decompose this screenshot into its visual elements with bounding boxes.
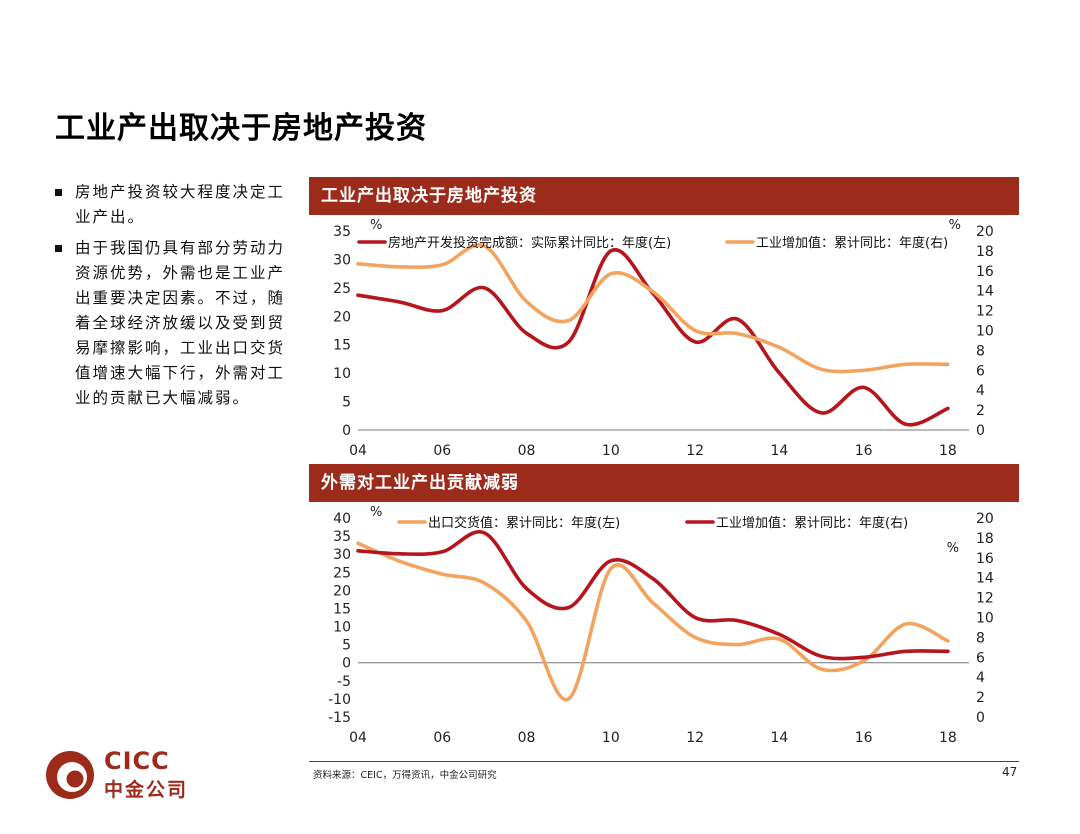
- chart1-header: 工业产出取决于房地产投资: [309, 177, 1019, 215]
- chart1-right-tick-label: 10: [976, 324, 994, 340]
- chart2-right-tick-label: 0: [976, 710, 985, 726]
- chart1-plot: 0 5 10 15 20 25 30 35 0 2 4 6 8 10 12 14 16 18 20% % 04 06 08 1…: [333, 218, 994, 459]
- chart1-right-tick-label: 18: [976, 244, 994, 260]
- chart2-x-tick-label: 04: [349, 730, 367, 746]
- chart2-right-tick-label: 16: [976, 551, 994, 567]
- chart2-header: 外需对工业产出贡献减弱: [309, 464, 1019, 502]
- chart2-left-tick-label: 30: [333, 547, 351, 563]
- chart1-x-tick-label: 06: [433, 443, 451, 459]
- chart1-left-unit: %: [370, 218, 382, 233]
- chart1-right-unit: %: [949, 218, 961, 233]
- chart1-right-tick-label: 2: [976, 403, 985, 419]
- chart2-left-tick-label: 5: [342, 638, 351, 654]
- chart2-x-tick-label: 18: [939, 730, 957, 746]
- chart2-left-tick-label: 40: [333, 511, 351, 527]
- chart2-left-tick-label: 20: [333, 583, 351, 599]
- chart1-right-tick-label: 12: [976, 304, 994, 320]
- chart2-left-tick-label: -15: [328, 710, 351, 726]
- chart2-x-tick-label: 14: [770, 730, 788, 746]
- chart2-right-tick-label: 14: [976, 571, 994, 587]
- bullet-list: 房地产投资较大程度决定工业产出。 由于我国仍具有部分劳动力资源优势，外需也是工业…: [55, 180, 290, 417]
- chart1-x-tick-label: 12: [686, 443, 704, 459]
- page-title: 工业产出取决于房地产投资: [55, 111, 427, 146]
- chart2-right-tick-label: 8: [976, 630, 985, 646]
- chart2-left-tick-label: 35: [333, 529, 351, 545]
- chart2-left-tick-label: 15: [333, 601, 351, 617]
- chart2-right-tick-label: 2: [976, 690, 985, 706]
- chart2-series-line-1: [356, 541, 950, 702]
- chart1-left-tick-label: 35: [333, 224, 351, 240]
- chart2-left-unit: %: [370, 505, 382, 520]
- chart2-x-tick-label: 08: [518, 730, 536, 746]
- bullet-square-icon: [55, 189, 62, 196]
- chart2-x-tick-label: 10: [602, 730, 620, 746]
- chart1-x-tick-label: 10: [602, 443, 620, 459]
- chart1-right-tick-label: 20: [976, 224, 994, 240]
- chart1-right-tick-label: 14: [976, 284, 994, 300]
- chart1-left-tick-label: 10: [333, 366, 351, 382]
- chart1-left-tick-label: 5: [342, 395, 351, 411]
- chart1-x-tick-label: 04: [349, 443, 367, 459]
- page-number: 47: [1002, 765, 1018, 779]
- chart2-right-tick-label: 10: [976, 611, 994, 627]
- chart1-x-tick-label: 16: [855, 443, 873, 459]
- chart1-series-line-1: [356, 247, 950, 427]
- chart2-left-tick-label: -5: [337, 674, 351, 690]
- footer-divider: [309, 761, 1019, 762]
- chart2-series-line-2: [356, 530, 950, 661]
- chart2-right-tick-label: 6: [976, 650, 985, 666]
- chart2-x-tick-label: 12: [686, 730, 704, 746]
- chart1-right-tick-label: 8: [976, 343, 985, 359]
- chart1-x-tick-label: 08: [518, 443, 536, 459]
- bullet-item: 由于我国仍具有部分劳动力资源优势，外需也是工业产出重要决定因素。不过，随着全球经…: [55, 236, 290, 411]
- chart1-left-tick-label: 30: [333, 252, 351, 268]
- chart2-right-tick-label: 18: [976, 531, 994, 547]
- bullet-text: 房地产投资较大程度决定工业产出。: [75, 183, 286, 226]
- chart2-right-tick-label: 12: [976, 591, 994, 607]
- bullet-item: 房地产投资较大程度决定工业产出。: [55, 180, 290, 230]
- chart2-left-tick-label: -10: [328, 692, 351, 708]
- chart2-x-tick-label: 06: [433, 730, 451, 746]
- cicc-logo-icon: [46, 751, 94, 799]
- chart1-x-tick-label: 14: [770, 443, 788, 459]
- chart2-right-unit: %: [947, 541, 959, 556]
- chart1-right-tick-label: 16: [976, 264, 994, 280]
- chart2-legend-label-2: 工业增加值：累计同比：年度(右): [716, 515, 908, 531]
- chart1-series-line-2: [356, 243, 950, 374]
- logo-text-bottom: 中金公司: [104, 779, 189, 801]
- chart1-left-tick-label: 20: [333, 309, 351, 325]
- chart1-legend-label-2: 工业增加值：累计同比：年度(右): [756, 235, 948, 251]
- chart1-left-tick-label: 0: [342, 423, 351, 439]
- chart2-left-tick-label: 10: [333, 620, 351, 636]
- chart2-x-tick-label: 16: [855, 730, 873, 746]
- cicc-logo: CICC 中金公司: [42, 745, 212, 805]
- chart1-right-tick-label: 0: [976, 423, 985, 439]
- chart1-left-tick-label: 25: [333, 281, 351, 297]
- chart2-plot: -15 -10 -5 0 5 10 15 20 25 30 35 40 0 2 4 6 8 10 12 14 16 18 2…: [328, 505, 994, 746]
- chart2-legend-label-1: 出口交货值：累计同比：年度(左): [428, 515, 620, 531]
- source-note: 资料来源：CEIC，万得资讯，中金公司研究: [313, 770, 497, 781]
- chart1-x-tick-label: 18: [939, 443, 957, 459]
- chart1-right-tick-label: 4: [976, 383, 985, 399]
- bullet-square-icon: [55, 245, 62, 252]
- chart2-left-tick-label: 0: [342, 656, 351, 672]
- chart1-right-tick-label: 6: [976, 363, 985, 379]
- chart2-right-tick-label: 20: [976, 511, 994, 527]
- bullet-text: 由于我国仍具有部分劳动力资源优势，外需也是工业产出重要决定因素。不过，随着全球经…: [75, 239, 286, 407]
- chart1-legend-label-1: 房地产开发投资完成额：实际累计同比：年度(左): [388, 235, 671, 251]
- chart2-left-tick-label: 25: [333, 565, 351, 581]
- logo-text-top: CICC: [104, 747, 170, 775]
- chart1-left-tick-label: 15: [333, 338, 351, 354]
- chart2-right-tick-label: 4: [976, 670, 985, 686]
